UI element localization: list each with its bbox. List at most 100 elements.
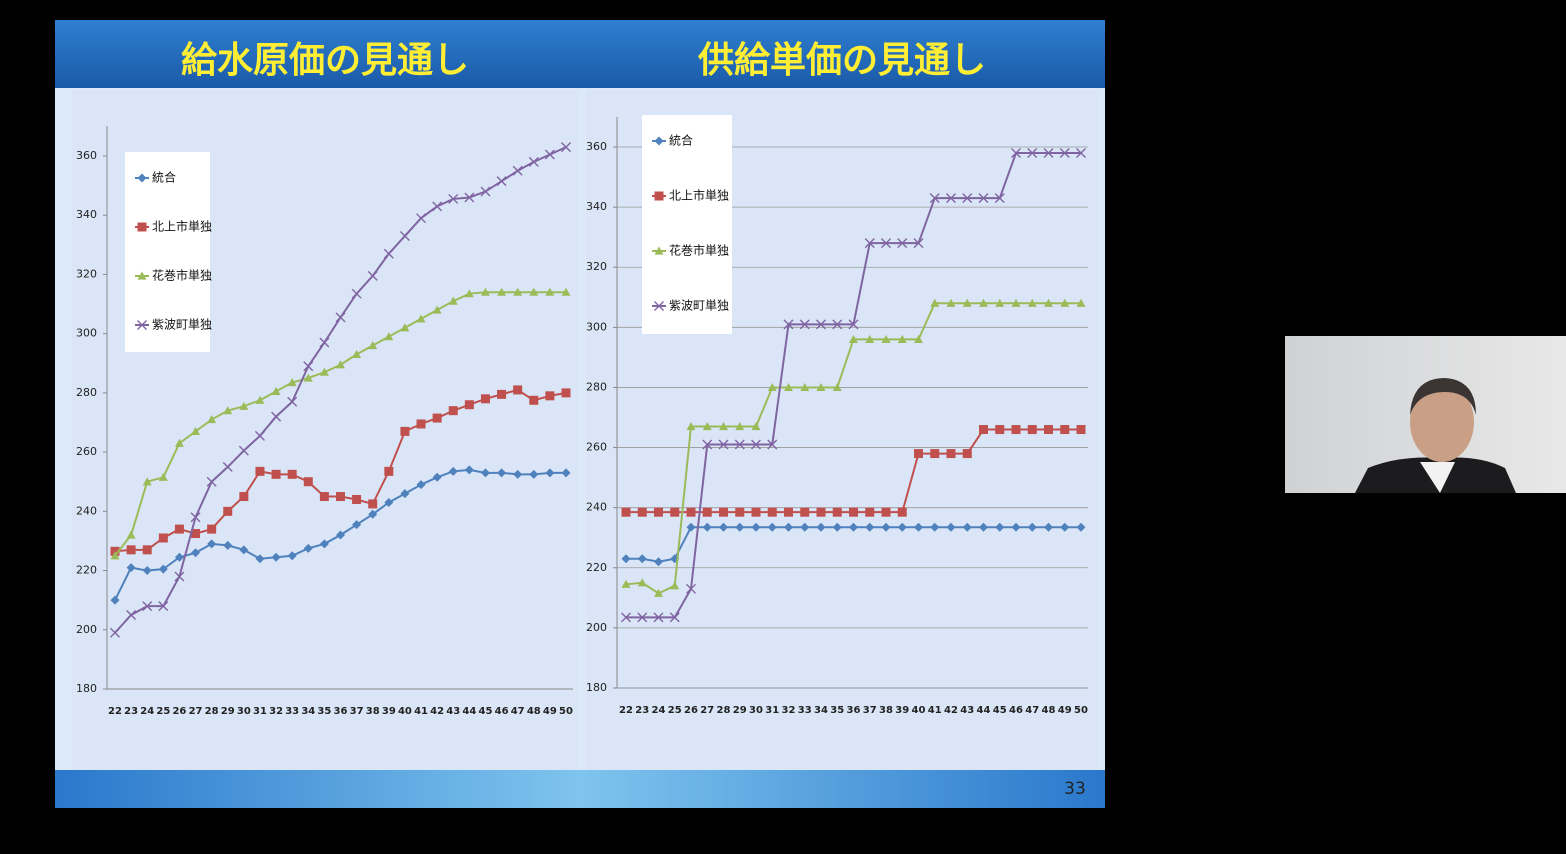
marker: [545, 287, 555, 296]
marker: [432, 201, 443, 212]
marker: [158, 533, 168, 543]
marker: [751, 507, 761, 517]
marker: [767, 507, 777, 517]
marker: [1027, 522, 1037, 532]
y-tick-label: 240: [76, 504, 97, 517]
marker: [416, 480, 426, 490]
marker: [800, 522, 810, 532]
marker: [848, 319, 859, 330]
marker: [239, 492, 249, 502]
x-tick-label: 27: [700, 705, 714, 716]
x-tick-label: 36: [334, 706, 348, 717]
marker: [637, 507, 647, 517]
marker: [545, 468, 555, 478]
marker: [158, 564, 168, 574]
legend-marker: [654, 191, 664, 201]
marker: [448, 466, 458, 476]
y-tick-label: 300: [586, 320, 607, 333]
marker: [621, 579, 631, 588]
marker: [303, 543, 313, 553]
marker: [897, 522, 907, 532]
marker: [719, 422, 728, 431]
marker: [352, 494, 362, 504]
marker: [621, 554, 631, 564]
marker: [686, 422, 696, 431]
marker: [223, 540, 233, 550]
marker: [962, 522, 972, 532]
marker: [637, 612, 648, 623]
marker: [946, 522, 956, 532]
legend-marker: [137, 222, 147, 232]
marker: [832, 507, 842, 517]
marker: [979, 298, 988, 307]
marker: [719, 507, 728, 517]
marker: [946, 449, 956, 459]
marker: [946, 193, 956, 204]
marker: [191, 426, 201, 435]
y-tick-label: 280: [586, 380, 607, 393]
marker: [702, 439, 713, 450]
marker: [174, 524, 184, 534]
marker: [513, 287, 523, 296]
marker: [561, 287, 571, 296]
marker: [545, 391, 555, 401]
legend-label: 花巻市単独: [669, 243, 729, 258]
marker: [913, 238, 924, 249]
x-tick-label: 35: [830, 705, 844, 716]
legend-label: 紫波町単独: [152, 318, 212, 332]
legend-label: 北上市単独: [152, 219, 212, 234]
marker: [881, 334, 891, 343]
marker: [400, 426, 410, 436]
legend-marker: [137, 173, 147, 183]
x-tick-label: 26: [684, 705, 698, 716]
marker: [735, 507, 745, 517]
legend-label: 北上市単独: [669, 188, 729, 203]
x-tick-label: 41: [928, 705, 942, 716]
legend-marker: [654, 136, 664, 146]
marker: [832, 382, 842, 392]
marker: [126, 545, 136, 555]
marker: [368, 509, 378, 519]
marker: [174, 571, 185, 582]
marker: [207, 415, 217, 424]
y-tick-label: 340: [76, 208, 97, 221]
marker: [383, 248, 394, 259]
legend-box: [642, 115, 732, 334]
marker: [734, 439, 745, 450]
marker: [512, 165, 523, 176]
x-tick-label: 41: [414, 706, 428, 717]
marker: [897, 238, 908, 249]
marker: [1011, 148, 1021, 159]
marker: [1043, 148, 1054, 159]
x-tick-label: 48: [1042, 705, 1056, 716]
x-tick-label: 50: [559, 706, 573, 717]
marker: [930, 449, 940, 459]
marker: [110, 551, 120, 560]
legend-label: 統合: [669, 133, 693, 148]
x-tick-label: 44: [977, 705, 991, 716]
marker: [670, 581, 680, 590]
y-tick-label: 320: [586, 260, 607, 273]
marker: [1027, 298, 1037, 307]
marker: [207, 539, 217, 549]
marker: [719, 522, 728, 532]
marker: [621, 612, 631, 623]
x-tick-label: 34: [301, 706, 315, 717]
legend-marker: [654, 301, 664, 311]
marker: [653, 612, 664, 623]
marker: [142, 601, 153, 612]
y-tick-label: 200: [586, 621, 607, 634]
marker: [864, 238, 875, 249]
marker: [303, 477, 313, 487]
marker: [367, 270, 378, 281]
marker: [1044, 425, 1053, 435]
marker: [368, 341, 378, 350]
marker: [206, 476, 217, 487]
marker: [881, 507, 891, 517]
x-tick-label: 35: [317, 706, 331, 717]
marker: [158, 472, 168, 481]
y-tick-label: 180: [76, 682, 97, 695]
marker: [190, 512, 201, 523]
marker: [400, 323, 410, 332]
